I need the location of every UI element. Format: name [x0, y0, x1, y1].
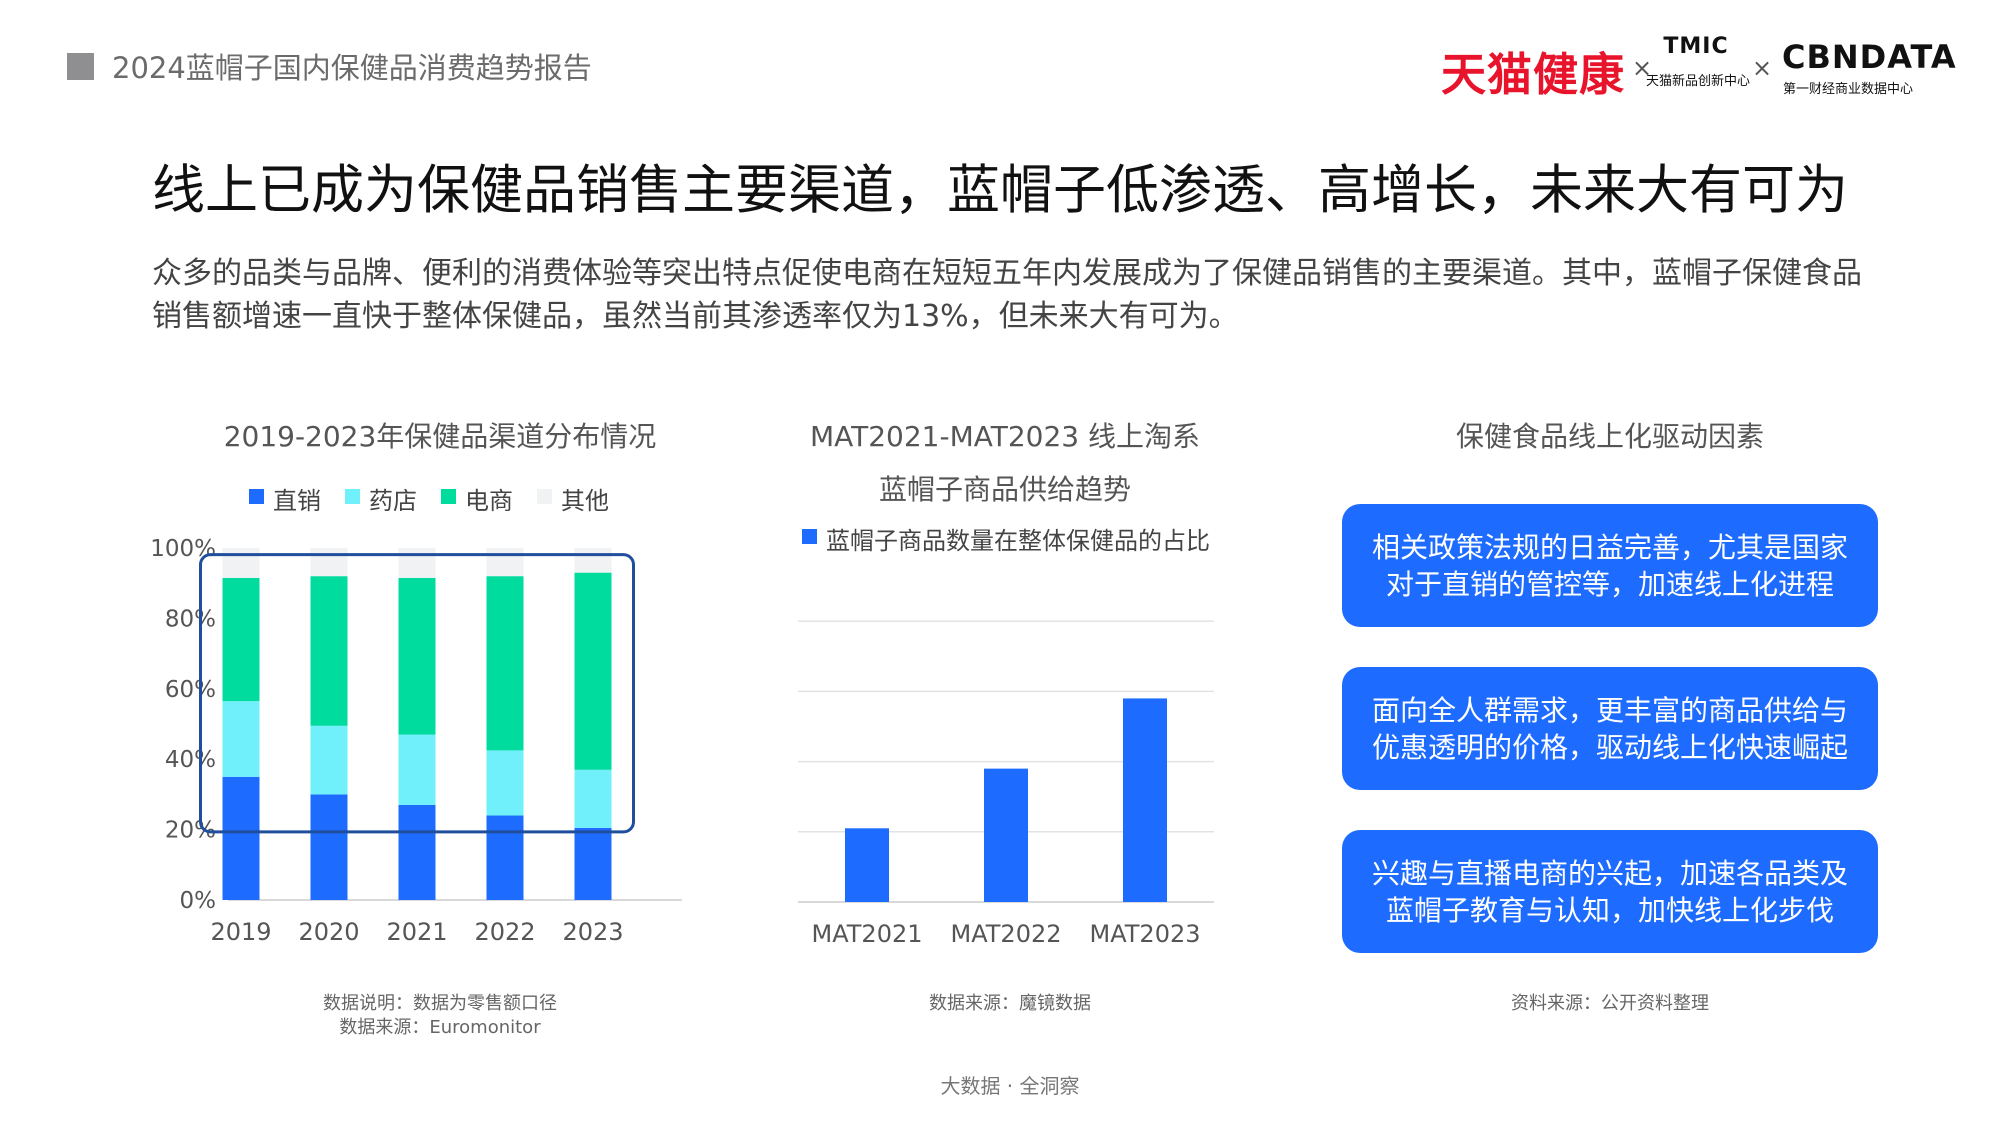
bar-segment: [398, 734, 436, 805]
chart1-title: 2019-2023年保健品渠道分布情况: [223, 420, 657, 453]
highlight-frame: [199, 553, 635, 834]
y-tick-label: 100%: [150, 536, 216, 562]
bar-segment: [222, 577, 260, 702]
data-note: 数据说明：数据为零售额口径: [323, 993, 557, 1014]
logo-separator: ×: [1752, 54, 1773, 82]
cbndata-logo: CBNDATA: [1782, 38, 1957, 76]
legend-swatch: [249, 489, 264, 504]
page-footer: 大数据 · 全洞察: [940, 1074, 1080, 1098]
bar-segment: [310, 548, 348, 577]
chart1-source-note: 数据说明：数据为零售额口径 数据来源：Euromonitor: [200, 992, 680, 1040]
logo-separator: ×: [1632, 54, 1653, 82]
drivers-source-note: 资料来源：公开资料整理: [1511, 993, 1709, 1014]
tmic-logo-group: TMIC 天猫新品创新中心: [1646, 34, 1750, 96]
cbndata-logo-subtitle: 第一财经商业数据中心: [1783, 82, 1914, 97]
bar-segment: [574, 572, 612, 770]
bar-segment: [398, 804, 436, 900]
channel-distribution-chart: 0%20%40%60%80%100%2019 2020 2021 2022 2023: [150, 536, 682, 946]
bar-segment: [574, 827, 612, 900]
bar-segment: [222, 776, 260, 900]
tmic-logo-subtitle: 天猫新品创新中心: [1646, 74, 1751, 89]
bar-segment: [310, 794, 348, 900]
bar-segment: [222, 701, 260, 777]
bluehat-supply-chart: MAT2021 MAT2022 MAT2023: [798, 620, 1214, 948]
y-tick-label: 80%: [165, 606, 216, 632]
y-tick-label: 0%: [180, 888, 217, 914]
header-square-marker: [67, 53, 94, 80]
tmic-logo: TMIC: [1663, 34, 1729, 59]
bar-segment: [486, 576, 524, 751]
report-title: 2024蓝帽子国内保健品消费趋势报告: [112, 51, 592, 85]
data-source: 数据来源：Euromonitor: [339, 1017, 541, 1038]
x-tick-label: MAT2021: [812, 920, 923, 948]
chart1-legend: 直销 药店 电商 其他: [249, 481, 649, 515]
chart2-title: MAT2021-MAT2023 线上淘系: [809, 420, 1200, 453]
driver-card-policy: 相关政策法规的日益完善，尤其是国家对于直销的管控等，加速线上化进程: [1342, 504, 1878, 627]
x-tick-label: 2021: [386, 918, 447, 946]
legend-swatch: [802, 529, 817, 544]
y-tick-label: 40%: [165, 747, 216, 773]
x-tick-label: 2022: [474, 918, 535, 946]
bar-segment: [486, 548, 524, 577]
bar: [1123, 698, 1167, 902]
intro-paragraph: 众多的品类与品牌、便利的消费体验等突出特点促使电商在短短五年内发展成为了保健品销…: [152, 256, 1862, 334]
legend-label: 蓝帽子商品数量在整体保健品的占比: [826, 527, 1210, 555]
chart2-source-note: 数据来源：魔镜数据: [929, 993, 1091, 1014]
x-tick-label: 2019: [210, 918, 271, 946]
legend-label: 其他: [561, 487, 609, 515]
bar-segment: [222, 548, 260, 578]
legend-label: 直销: [273, 487, 321, 515]
chart2-legend: 蓝帽子商品数量在整体保健品的占比: [802, 521, 1242, 555]
y-tick-label: 60%: [165, 677, 216, 703]
legend-swatch: [441, 489, 456, 504]
driver-card-livestream: 兴趣与直播电商的兴起，加速各品类及蓝帽子教育与认知，加快线上化步伐: [1342, 830, 1878, 953]
cbndata-logo-group: CBNDATA 第一财经商业数据中心: [1782, 38, 1956, 97]
x-tick-label: MAT2022: [951, 920, 1062, 948]
bar-segment: [398, 577, 436, 735]
bar-segment: [486, 750, 524, 816]
bar-segment: [574, 769, 612, 828]
bar-segment: [310, 576, 348, 726]
bar: [984, 768, 1028, 902]
bar-segment: [574, 548, 612, 573]
bar-segment: [486, 815, 524, 900]
bar: [845, 828, 889, 902]
x-tick-label: MAT2023: [1090, 920, 1201, 948]
legend-label: 电商: [465, 487, 513, 515]
driver-card-supply: 面向全人群需求，更丰富的商品供给与优惠透明的价格，驱动线上化快速崛起: [1342, 667, 1878, 790]
tmall-health-logo: 天猫健康: [1441, 48, 1626, 101]
legend-label: 药店: [369, 487, 417, 515]
legend-swatch: [537, 489, 552, 504]
page-headline: 线上已成为保健品销售主要渠道，蓝帽子低渗透、高增长，未来大有可为: [152, 160, 1848, 221]
bar-segment: [310, 725, 348, 795]
x-tick-label: 2023: [562, 918, 623, 946]
legend-swatch: [345, 489, 360, 504]
drivers-title: 保健食品线上化驱动因素: [1455, 420, 1764, 453]
bar-segment: [398, 548, 436, 578]
x-tick-label: 2020: [298, 918, 359, 946]
chart2-subtitle: 蓝帽子商品供给趋势: [878, 473, 1131, 506]
